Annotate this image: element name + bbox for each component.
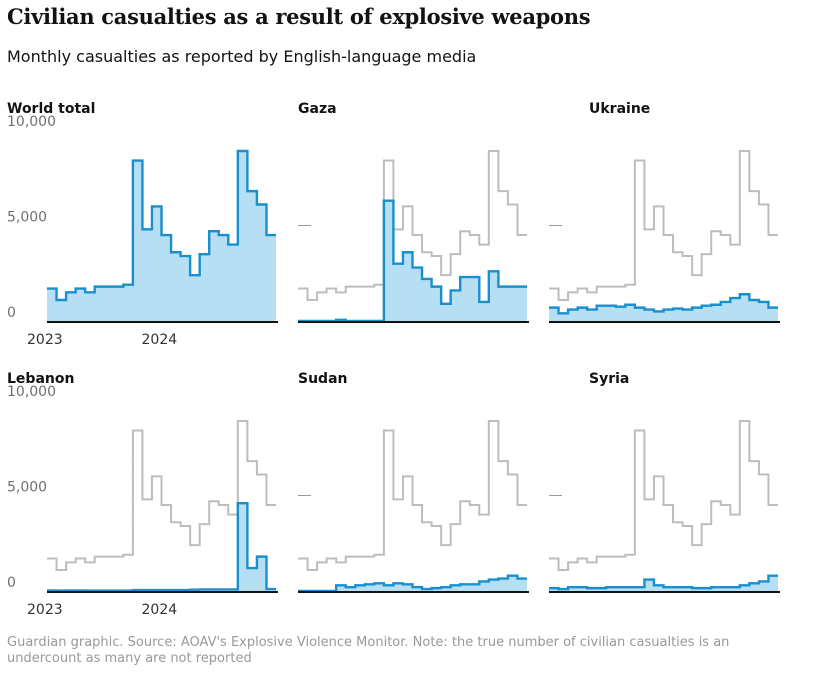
- series-line-lebanon: [47, 501, 276, 592]
- panel-title-world-total: World total: [7, 101, 95, 117]
- x-tick-label: 2023: [27, 332, 63, 348]
- x-tick-label: 2024: [142, 332, 178, 348]
- panel-title-sudan: Sudan: [298, 371, 348, 387]
- panel-title-syria: Syria: [589, 371, 629, 387]
- panel-title-ukraine: Ukraine: [589, 101, 650, 117]
- y-tick-label: 5,000: [7, 210, 47, 226]
- reference-series-line: [549, 420, 778, 571]
- y-tick-label: 0: [7, 305, 16, 321]
- reference-series-line: [47, 420, 276, 571]
- panel-title-gaza: Gaza: [298, 101, 337, 117]
- y-tick-label: 5,000: [7, 480, 47, 496]
- y-tick-label: 10,000: [7, 384, 56, 400]
- series-line-ukraine: [549, 293, 778, 315]
- source-note: Guardian graphic. Source: AOAV's Explosi…: [7, 635, 730, 666]
- series-area-ukraine: [549, 294, 778, 321]
- x-tick-label: 2024: [142, 602, 178, 618]
- reference-series-line: [298, 150, 527, 301]
- chart-title: Civilian casualties as a result of explo…: [7, 4, 591, 29]
- series-line-sudan: [298, 574, 527, 593]
- series-line-world-total: [47, 149, 276, 302]
- series-line-syria: [549, 574, 778, 591]
- reference-series-line: [298, 420, 527, 571]
- x-tick-label: 2023: [27, 602, 63, 618]
- y-tick-label: 0: [7, 575, 16, 591]
- reference-series-line: [549, 150, 778, 301]
- series-area-lebanon: [47, 503, 276, 591]
- y-tick-label: 10,000: [7, 114, 56, 130]
- panel-title-lebanon: Lebanon: [7, 371, 74, 387]
- small-multiples-chart: World total 0 5,000 10,000 2023 2024 Gaza Ukrai…: [7, 101, 780, 618]
- series-area-syria: [549, 575, 778, 591]
- series-line-gaza: [298, 199, 527, 323]
- chart-subtitle: Monthly casualties as reported by Englis…: [7, 47, 477, 66]
